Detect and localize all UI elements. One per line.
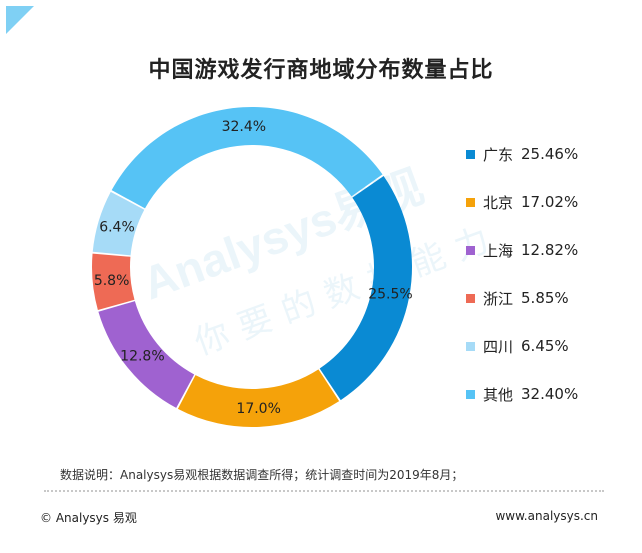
legend-value-5: 32.40% xyxy=(521,385,579,403)
legend-label-4: 四川 xyxy=(483,337,514,356)
legend-value-3: 5.85% xyxy=(521,289,569,307)
website-url[interactable]: www.analysys.cn xyxy=(495,509,598,523)
slice-label-1: 17.0% xyxy=(236,401,280,417)
legend-value-1: 17.02% xyxy=(521,193,579,211)
legend-label-3: 浙江 xyxy=(483,289,514,308)
donut-slice-4 xyxy=(92,191,145,256)
legend-value-4: 6.45% xyxy=(521,337,569,355)
donut-slices xyxy=(92,106,413,427)
donut-slice-5 xyxy=(111,106,383,209)
footer-divider xyxy=(44,490,604,492)
slice-label-4: 6.4% xyxy=(99,219,135,235)
legend-swatch-1 xyxy=(466,197,475,207)
copyright-text: © Analysys 易观 xyxy=(40,511,137,525)
slice-label-2: 12.8% xyxy=(120,349,164,365)
legend-label-2: 上海 xyxy=(483,241,514,260)
legend-label-0: 广东 xyxy=(483,145,514,164)
data-source-note: 数据说明：Analysys易观根据数据调查所得；统计调查时间为2019年8月； xyxy=(60,468,464,482)
chart-legend: 广东 25.46% 北京 17.02% 上海 12.82% 浙江 5.85% 四川 6.45% 其他… xyxy=(466,130,578,418)
legend-swatch-3 xyxy=(466,293,475,303)
legend-item-4: 四川 6.45% xyxy=(466,322,578,370)
legend-item-3: 浙江 5.85% xyxy=(466,274,578,322)
donut-slice-2 xyxy=(98,301,195,408)
legend-swatch-2 xyxy=(466,245,475,255)
legend-value-2: 12.82% xyxy=(521,241,579,259)
legend-swatch-0 xyxy=(466,149,475,159)
chart-title: 中国游戏发行商地域分布数量占比 xyxy=(148,58,494,83)
slice-label-5: 32.4% xyxy=(222,119,266,135)
legend-swatch-4 xyxy=(466,341,475,351)
donut-slice-labels: 25.5% 17.0% 12.8% 5.8% 6.4% 32.4% xyxy=(94,119,413,417)
donut-slice-1 xyxy=(177,369,340,427)
legend-item-0: 广东 25.46% xyxy=(466,130,578,178)
donut-slice-0 xyxy=(319,176,413,401)
legend-swatch-5 xyxy=(466,389,475,399)
legend-item-1: 北京 17.02% xyxy=(466,178,578,226)
legend-label-1: 北京 xyxy=(483,193,514,212)
legend-value-0: 25.46% xyxy=(521,145,579,163)
slice-label-0: 25.5% xyxy=(368,286,412,302)
legend-label-5: 其他 xyxy=(483,385,514,404)
corner-logo-mark xyxy=(6,6,34,34)
donut-slice-3 xyxy=(92,253,135,310)
slice-label-3: 5.8% xyxy=(94,273,130,289)
legend-item-2: 上海 12.82% xyxy=(466,226,578,274)
legend-item-5: 其他 32.40% xyxy=(466,370,578,418)
